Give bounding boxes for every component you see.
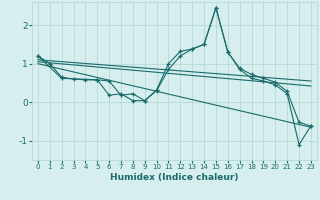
X-axis label: Humidex (Indice chaleur): Humidex (Indice chaleur)	[110, 173, 239, 182]
